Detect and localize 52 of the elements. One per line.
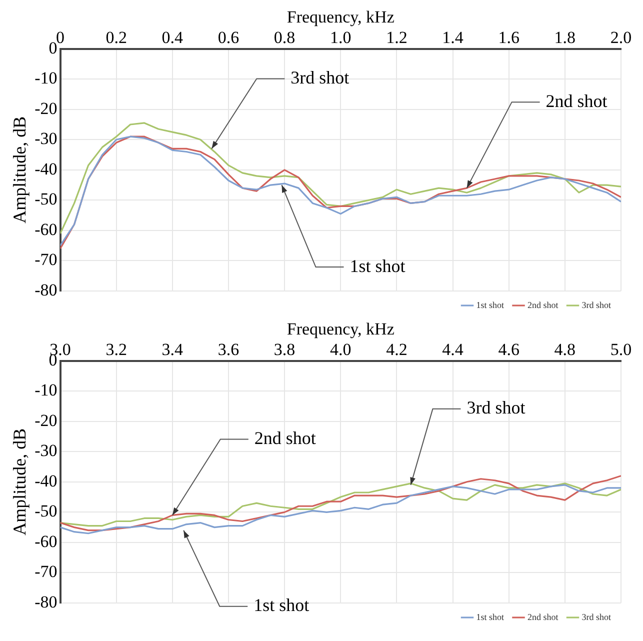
legend-label: 1st shot — [476, 300, 504, 310]
y-tick-label: -70 — [34, 250, 58, 270]
y-tick-label: -80 — [34, 592, 58, 612]
y-axis-title: Amplitude, dB — [10, 116, 30, 224]
annotation: 3rd shot — [290, 67, 350, 88]
x-tick-label: 1.0 — [330, 28, 352, 48]
x-tick-label: 3.6 — [218, 340, 240, 360]
y-axis-title: Amplitude, dB — [10, 428, 30, 536]
x-tick-label: 4.6 — [498, 340, 520, 360]
annotation: 1st shot — [254, 595, 310, 616]
annotation: 2nd shot — [546, 90, 608, 111]
y-tick-label: -30 — [34, 441, 58, 460]
x-axis-title: Frequency, kHz — [286, 8, 395, 27]
y-tick-label: -40 — [34, 159, 58, 178]
x-tick-label: 3.8 — [274, 340, 296, 360]
y-tick-label: -50 — [34, 502, 58, 521]
y-tick-label: -10 — [34, 68, 58, 88]
y-tick-label: -20 — [34, 98, 58, 118]
y-tick-label: -60 — [34, 220, 58, 239]
x-tick-label: 4.2 — [386, 340, 408, 360]
y-tick-label: -30 — [34, 129, 58, 148]
annotation: 3rd shot — [466, 398, 526, 418]
legend-label: 2nd shot — [527, 300, 559, 310]
y-tick-label: -40 — [34, 471, 58, 490]
x-tick-label: 2.0 — [610, 28, 632, 48]
y-tick-label: -10 — [34, 380, 58, 400]
x-tick-label: 3.4 — [162, 340, 184, 360]
y-tick-label: -80 — [34, 280, 58, 300]
y-tick-label: -50 — [34, 190, 58, 209]
x-axis-title: Frequency, kHz — [286, 320, 395, 339]
y-tick-label: -70 — [34, 562, 58, 582]
legend-label: 3rd shot — [582, 300, 612, 310]
x-tick-label: 1.8 — [554, 28, 576, 48]
annotation: 2nd shot — [254, 428, 316, 448]
x-tick-label: 1.4 — [442, 28, 464, 48]
x-tick-label: 0.2 — [106, 28, 127, 48]
x-tick-label: 0.4 — [162, 28, 184, 48]
x-tick-label: 4.8 — [554, 340, 576, 360]
x-tick-label: 4.4 — [442, 340, 464, 360]
annotation: 1st shot — [350, 256, 406, 276]
x-tick-label: 1.2 — [386, 28, 408, 48]
y-tick-label: -60 — [34, 532, 58, 551]
x-tick-label: 3.2 — [106, 340, 127, 360]
legend-label: 1st shot — [476, 612, 504, 622]
legend-label: 3rd shot — [582, 612, 612, 622]
x-tick-label: 0.6 — [218, 28, 240, 48]
y-tick-label: -20 — [34, 410, 58, 430]
x-tick-label: 4.0 — [330, 340, 352, 360]
x-tick-label: 1.6 — [498, 28, 520, 48]
x-tick-label: 5.0 — [610, 340, 632, 360]
legend-label: 2nd shot — [527, 612, 559, 622]
x-tick-label: 0.8 — [274, 28, 296, 48]
